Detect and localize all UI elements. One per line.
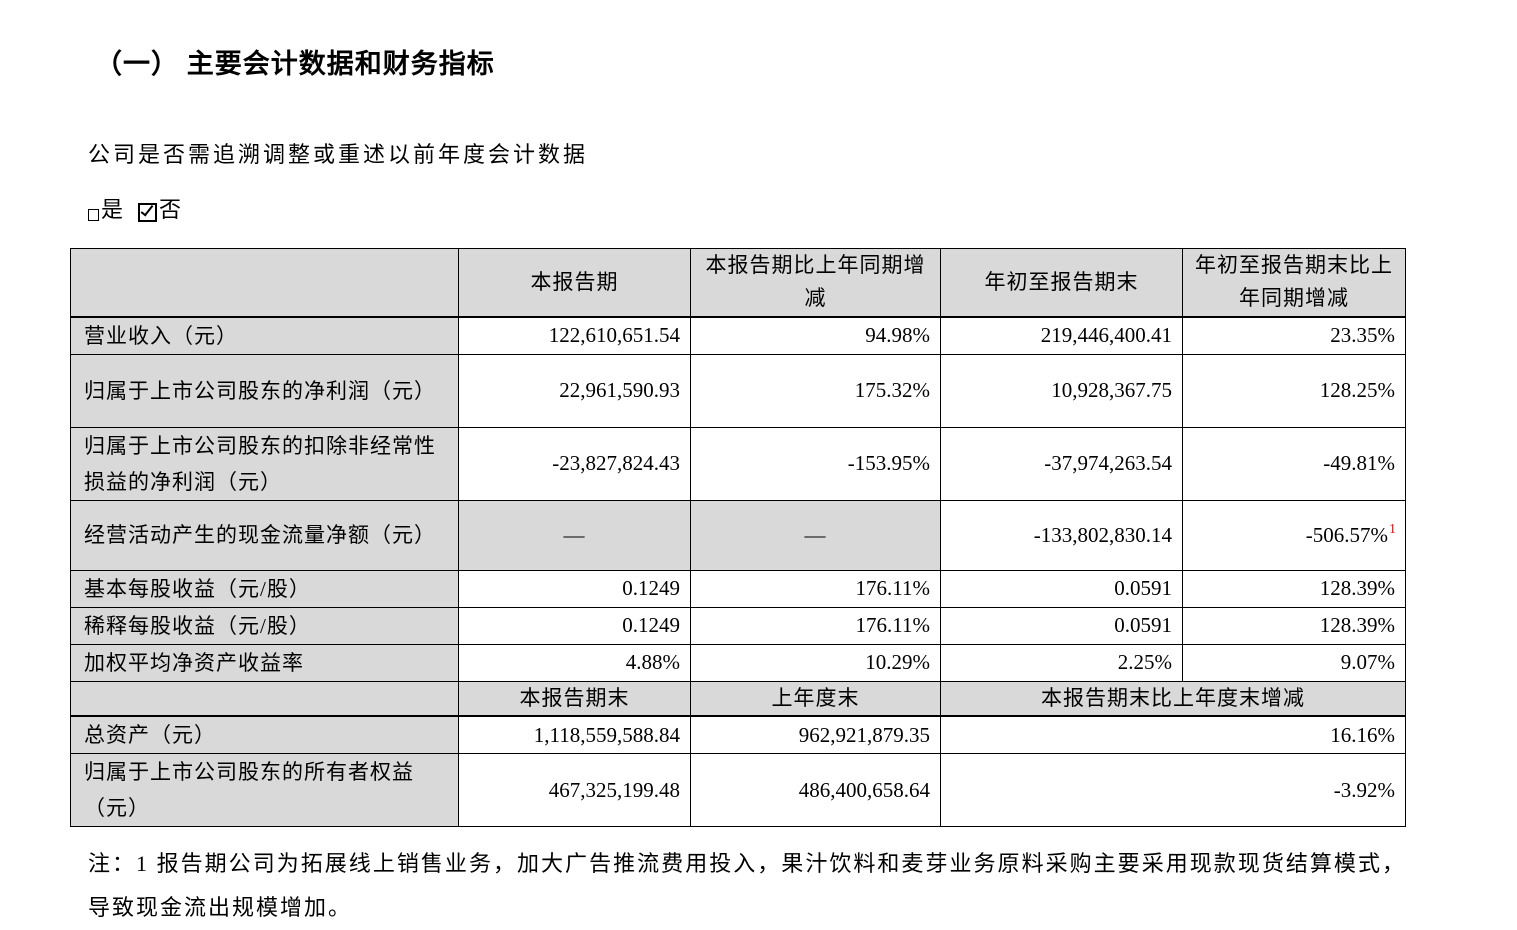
header-current-period-end: 本报告期末: [458, 680, 691, 717]
value-cell: -506.57%1: [1182, 499, 1406, 571]
value-cell: 0.1249: [458, 606, 691, 645]
value-cell: -49.81%: [1182, 426, 1406, 501]
row-label: 稀释每股收益（元/股）: [70, 606, 459, 645]
value-cell: 176.11%: [690, 606, 941, 645]
row-label: 归属于上市公司股东的净利润（元）: [70, 353, 459, 428]
row-label: 加权平均净资产收益率: [70, 643, 459, 682]
value-cell: 128.25%: [1182, 353, 1406, 428]
value-cell: 128.39%: [1182, 569, 1406, 608]
value-cell: 22,961,590.93: [458, 353, 691, 428]
row-total-assets: 总资产（元） 1,118,559,588.84 962,921,879.35 1…: [70, 715, 1406, 754]
row-label: 营业收入（元）: [70, 316, 459, 355]
option-no: 否: [138, 192, 182, 224]
value-cell: 94.98%: [690, 316, 941, 355]
section-heading: （一） 主要会计数据和财务指标: [95, 49, 495, 79]
header-ytd-yoy-change: 年初至报告期末比上年同期增减: [1182, 248, 1406, 318]
value-cell: 10,928,367.75: [940, 353, 1183, 428]
value-cell: 128.39%: [1182, 606, 1406, 645]
table-header-period-end: 本报告期末 上年度末 本报告期末比上年度末增减: [70, 680, 1406, 717]
header-blank-cell: [70, 248, 459, 318]
value-cell: 2.25%: [940, 643, 1183, 682]
row-label: 基本每股收益（元/股）: [70, 569, 459, 608]
header-blank-cell: [70, 680, 459, 717]
value-cell: 0.0591: [940, 569, 1183, 608]
check-mark-icon: [140, 202, 154, 217]
report-page: （一） 主要会计数据和财务指标 公司是否需追溯调整或重述以前年度会计数据 是 否…: [70, 42, 1410, 930]
value-cell: 10.29%: [690, 643, 941, 682]
value-cell: 176.11%: [690, 569, 941, 608]
value-cell: 23.35%: [1182, 316, 1406, 355]
dash-cell: —: [458, 499, 691, 571]
row-weighted-avg-roe: 加权平均净资产收益率 4.88% 10.29% 2.25% 9.07%: [70, 643, 1406, 682]
footnote-ref: 1: [1389, 521, 1396, 537]
value-cell: 486,400,658.64: [690, 753, 941, 827]
header-period-yoy-change: 本报告期比上年同期增减: [690, 248, 941, 318]
row-label: 总资产（元）: [70, 715, 459, 754]
option-yes: 是: [88, 192, 124, 224]
row-label: 归属于上市公司股东的扣除非经常性损益的净利润（元）: [70, 426, 459, 501]
row-label: 经营活动产生的现金流量净额（元）: [70, 499, 459, 571]
footnote-text: 注：1 报告期公司为拓展线上销售业务，加大广告推流费用投入，果汁饮料和麦芽业务原…: [88, 851, 1406, 920]
row-net-profit-attributable: 归属于上市公司股东的净利润（元） 22,961,590.93 175.32% 1…: [70, 353, 1406, 428]
row-diluted-eps: 稀释每股收益（元/股） 0.1249 176.11% 0.0591 128.39…: [70, 606, 1406, 645]
restatement-question: 公司是否需追溯调整或重述以前年度会计数据: [88, 142, 589, 167]
value-cell: 962,921,879.35: [690, 715, 941, 754]
table-header-period: 本报告期 本报告期比上年同期增减 年初至报告期末 年初至报告期末比上年同期增减: [70, 248, 1406, 318]
value-cell: -37,974,263.54: [940, 426, 1183, 501]
checkbox-checked-icon: [138, 202, 158, 222]
header-prior-year-end: 上年度末: [690, 680, 941, 717]
row-owners-equity: 归属于上市公司股东的所有者权益（元） 467,325,199.48 486,40…: [70, 753, 1406, 827]
row-operating-revenue: 营业收入（元） 122,610,651.54 94.98% 219,446,40…: [70, 316, 1406, 355]
value-text: -506.57%: [1305, 522, 1388, 547]
value-cell: 4.88%: [458, 643, 691, 682]
option-no-label: 否: [159, 197, 183, 222]
dash-cell: —: [690, 499, 941, 571]
header-ytd: 年初至报告期末: [940, 248, 1183, 318]
restatement-options: 是 否: [88, 192, 1410, 224]
value-cell: 16.16%: [940, 715, 1406, 754]
value-cell: 9.07%: [1182, 643, 1406, 682]
header-period-end-change: 本报告期末比上年度末增减: [940, 680, 1406, 717]
value-cell: -3.92%: [940, 753, 1406, 827]
header-current-period: 本报告期: [458, 248, 691, 318]
value-cell: 0.1249: [458, 569, 691, 608]
value-cell: -133,802,830.14: [940, 499, 1183, 571]
row-label: 归属于上市公司股东的所有者权益（元）: [70, 753, 459, 827]
value-cell: 175.32%: [690, 353, 941, 428]
checkbox-unchecked-icon: [88, 209, 99, 221]
value-cell: 219,446,400.41: [940, 316, 1183, 355]
option-yes-label: 是: [101, 197, 125, 222]
row-basic-eps: 基本每股收益（元/股） 0.1249 176.11% 0.0591 128.39…: [70, 569, 1406, 608]
row-operating-cash-flow: 经营活动产生的现金流量净额（元） — — -133,802,830.14 -50…: [70, 499, 1406, 571]
value-cell: 467,325,199.48: [458, 753, 691, 827]
value-cell: -153.95%: [690, 426, 941, 501]
value-cell: 1,118,559,588.84: [458, 715, 691, 754]
value-cell: 122,610,651.54: [458, 316, 691, 355]
value-cell: -23,827,824.43: [458, 426, 691, 501]
financial-indicators-table: 本报告期 本报告期比上年同期增减 年初至报告期末 年初至报告期末比上年同期增减 …: [70, 248, 1406, 827]
value-cell: 0.0591: [940, 606, 1183, 645]
row-net-profit-excl-nonrecurring: 归属于上市公司股东的扣除非经常性损益的净利润（元） -23,827,824.43…: [70, 426, 1406, 501]
